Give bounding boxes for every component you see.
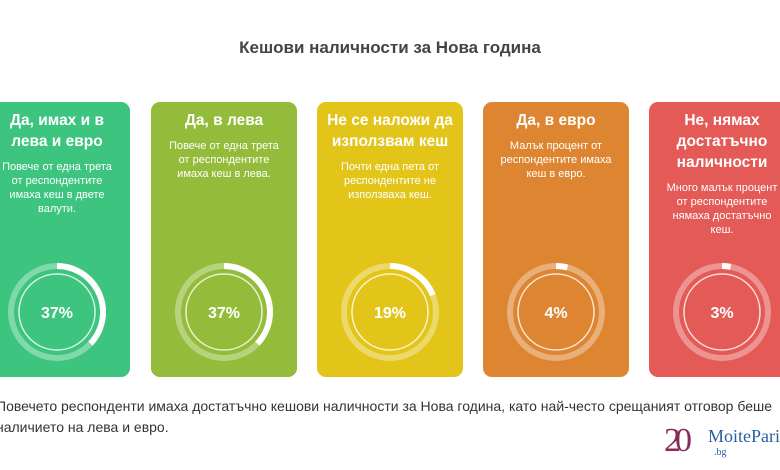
category-card: Да, в евро Малък процент от респондентит…	[483, 102, 629, 377]
donut-chart: 19%	[341, 263, 439, 361]
logo-domain: .bg	[714, 447, 727, 458]
category-card: Не, нямах достатъчно наличности Много ма…	[649, 102, 780, 377]
card-title: Не, нямах достатъчно наличности	[676, 112, 768, 171]
category-card: Да, имах и в лева и евро Повече от една …	[0, 102, 130, 377]
card-title: Не се наложи да използвам кеш	[327, 112, 453, 150]
card-title: Да, имах и в лева и евро	[10, 112, 104, 150]
donut-value-arc	[8, 263, 106, 361]
donut-value-label: 19%	[374, 305, 406, 322]
donut-inner-ring	[683, 273, 761, 351]
card-title: Да, в евро	[516, 112, 596, 129]
donut-value-arc	[507, 263, 605, 361]
moitepari-logo: 20 MoitePari .bg	[664, 422, 780, 462]
donut-value-arc	[175, 263, 273, 361]
card-description: Много малък процент от респондентите ням…	[666, 182, 778, 236]
donut-inner-ring	[517, 273, 595, 351]
donut-inner-ring	[18, 273, 96, 351]
donut-inner-ring	[185, 273, 263, 351]
donut-chart: 37%	[175, 263, 273, 361]
donut-value-label: 37%	[208, 305, 240, 322]
donut-value-arc	[341, 263, 439, 361]
chart-title: Кешови наличности за Нова година	[239, 38, 541, 57]
category-card: Не се наложи да използвам кеш Почти една…	[317, 102, 463, 377]
card-description: Повече от една трета от респондентите им…	[169, 140, 279, 180]
logo-word: MoitePari	[708, 426, 780, 446]
logo-number: 20	[664, 422, 692, 459]
card-title: Да, в лева	[184, 112, 264, 129]
donut-chart: 3%	[673, 263, 771, 361]
summary-text: Повечето респонденти имаха достатъчно ке…	[0, 398, 773, 435]
donut-chart: 37%	[8, 263, 106, 361]
card-description: Почти една пета от респондентите не изпо…	[340, 161, 439, 201]
donut-value-label: 4%	[544, 305, 567, 322]
donut-value-label: 3%	[710, 305, 733, 322]
card-description: Малък процент от респондентите имаха кеш…	[500, 140, 612, 180]
donut-inner-ring	[351, 273, 429, 351]
donut-value-arc	[673, 263, 771, 361]
card-description: Повече от една трета от респондентите им…	[2, 161, 112, 215]
donut-value-label: 37%	[41, 305, 73, 322]
category-card: Да, в лева Повече от една трета от респо…	[151, 102, 297, 377]
donut-chart: 4%	[507, 263, 605, 361]
